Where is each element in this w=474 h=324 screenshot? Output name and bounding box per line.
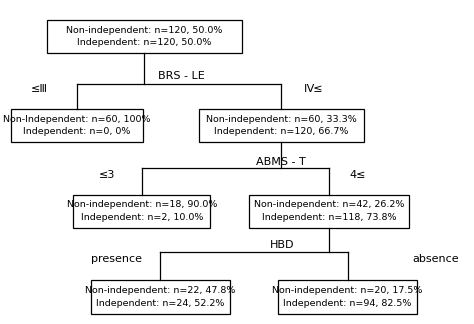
Text: ≤3: ≤3 <box>99 170 115 180</box>
FancyBboxPatch shape <box>10 109 143 142</box>
FancyBboxPatch shape <box>278 280 417 314</box>
Text: 4≤: 4≤ <box>349 170 366 180</box>
FancyBboxPatch shape <box>73 194 210 228</box>
Text: Non-independent: n=120, 50.0%: Non-independent: n=120, 50.0% <box>66 26 222 35</box>
Text: Non-independent: n=20, 17.5%: Non-independent: n=20, 17.5% <box>273 286 423 295</box>
Text: Independent: n=2, 10.0%: Independent: n=2, 10.0% <box>81 213 203 222</box>
Text: HBD: HBD <box>270 239 295 249</box>
Text: Independent: n=24, 52.2%: Independent: n=24, 52.2% <box>96 299 225 308</box>
Text: Ⅳ≤: Ⅳ≤ <box>304 84 323 94</box>
FancyBboxPatch shape <box>91 280 230 314</box>
Text: Non-independent: n=22, 47.8%: Non-independent: n=22, 47.8% <box>85 286 236 295</box>
Text: ≤Ⅲ: ≤Ⅲ <box>31 84 48 94</box>
Text: absence: absence <box>412 254 459 264</box>
Text: Independent: n=120, 66.7%: Independent: n=120, 66.7% <box>214 127 348 136</box>
Text: Non-independent: n=42, 26.2%: Non-independent: n=42, 26.2% <box>254 200 404 209</box>
Text: Non-independent: n=18, 90.0%: Non-independent: n=18, 90.0% <box>66 200 217 209</box>
FancyBboxPatch shape <box>249 194 409 228</box>
FancyBboxPatch shape <box>199 109 364 142</box>
Text: Independent: n=118, 73.8%: Independent: n=118, 73.8% <box>262 213 396 222</box>
Text: presence: presence <box>91 254 142 264</box>
Text: Independent: n=0, 0%: Independent: n=0, 0% <box>23 127 130 136</box>
FancyBboxPatch shape <box>46 20 242 53</box>
Text: BRS - LE: BRS - LE <box>158 71 205 81</box>
Text: Non-Independent: n=60, 100%: Non-Independent: n=60, 100% <box>3 115 150 123</box>
Text: Independent: n=94, 82.5%: Independent: n=94, 82.5% <box>283 299 412 308</box>
Text: ABMS - T: ABMS - T <box>256 157 306 167</box>
Text: Independent: n=120, 50.0%: Independent: n=120, 50.0% <box>77 39 211 48</box>
Text: Non-independent: n=60, 33.3%: Non-independent: n=60, 33.3% <box>206 115 356 123</box>
